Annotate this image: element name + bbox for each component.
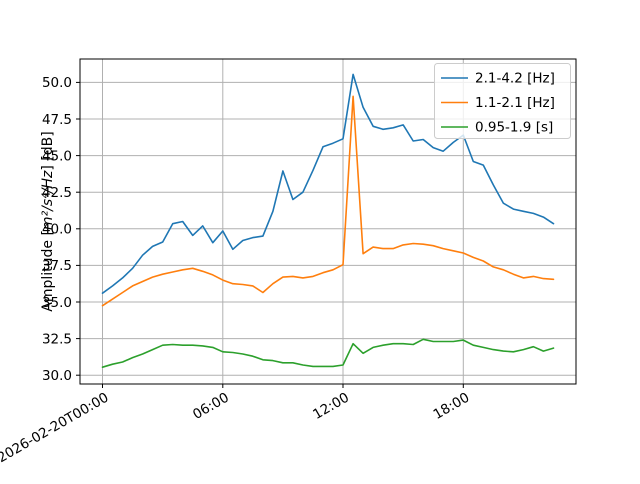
plot-border: [79, 58, 577, 385]
series-line-2: [101, 338, 555, 369]
legend-entry-2: 0.95-1.9 [s]: [441, 120, 553, 136]
y-axis-tick-labels: 30.0 32.5 35.0 37.5 40.0 42.5 45.0 47.5 50.0: [42, 75, 72, 384]
y-tick-label: 40.0: [42, 222, 72, 238]
y-tick-label: 32.5: [42, 331, 72, 347]
y-axis-label-prefix: Amplitude [: [40, 230, 56, 312]
legend-label-series-1: 1.1-2.1 [Hz]: [475, 95, 555, 111]
y-axis-label-suffix: ] [dB]: [40, 131, 56, 170]
y-axis-label-units: m²/s⁴/Hz: [40, 170, 56, 230]
y-tick-label: 42.5: [42, 185, 72, 201]
legend-label-series-2: 0.95-1.9 [s]: [475, 120, 553, 136]
x-tick-label: 2026-02-20T00:00: [0, 390, 111, 467]
y-tick-label: 35.0: [42, 295, 72, 311]
series-line-0: [101, 73, 555, 295]
gridlines: [80, 59, 576, 384]
y-tick-label: 30.0: [42, 368, 72, 384]
series-line-1: [101, 95, 555, 307]
legend-entry-1: 1.1-2.1 [Hz]: [441, 95, 555, 111]
y-tick-label: 47.5: [42, 112, 72, 128]
legend-box: [434, 63, 571, 139]
y-axis-ticks: [76, 81, 80, 376]
x-tick-label: 18:00: [431, 390, 473, 423]
y-tick-label: 50.0: [42, 75, 72, 91]
x-axis-ticks: [102, 384, 464, 388]
legend: 2.1-4.2 [Hz] 1.1-2.1 [Hz] 0.95-1.9 [s]: [434, 63, 571, 139]
y-tick-label: 45.0: [42, 148, 72, 164]
y-tick-label: 37.5: [42, 258, 72, 274]
y-axis-label: Amplitude [m²/s⁴/Hz] [dB]: [40, 131, 56, 311]
legend-label-series-0: 2.1-4.2 [Hz]: [475, 71, 555, 87]
x-axis-tick-labels: 2026-02-20T00:00 06:00 12:00 18:00: [0, 390, 472, 467]
x-tick-label: 06:00: [190, 390, 232, 423]
data-series: [101, 73, 555, 369]
x-tick-label: 12:00: [310, 390, 352, 423]
legend-entry-0: 2.1-4.2 [Hz]: [441, 71, 555, 87]
